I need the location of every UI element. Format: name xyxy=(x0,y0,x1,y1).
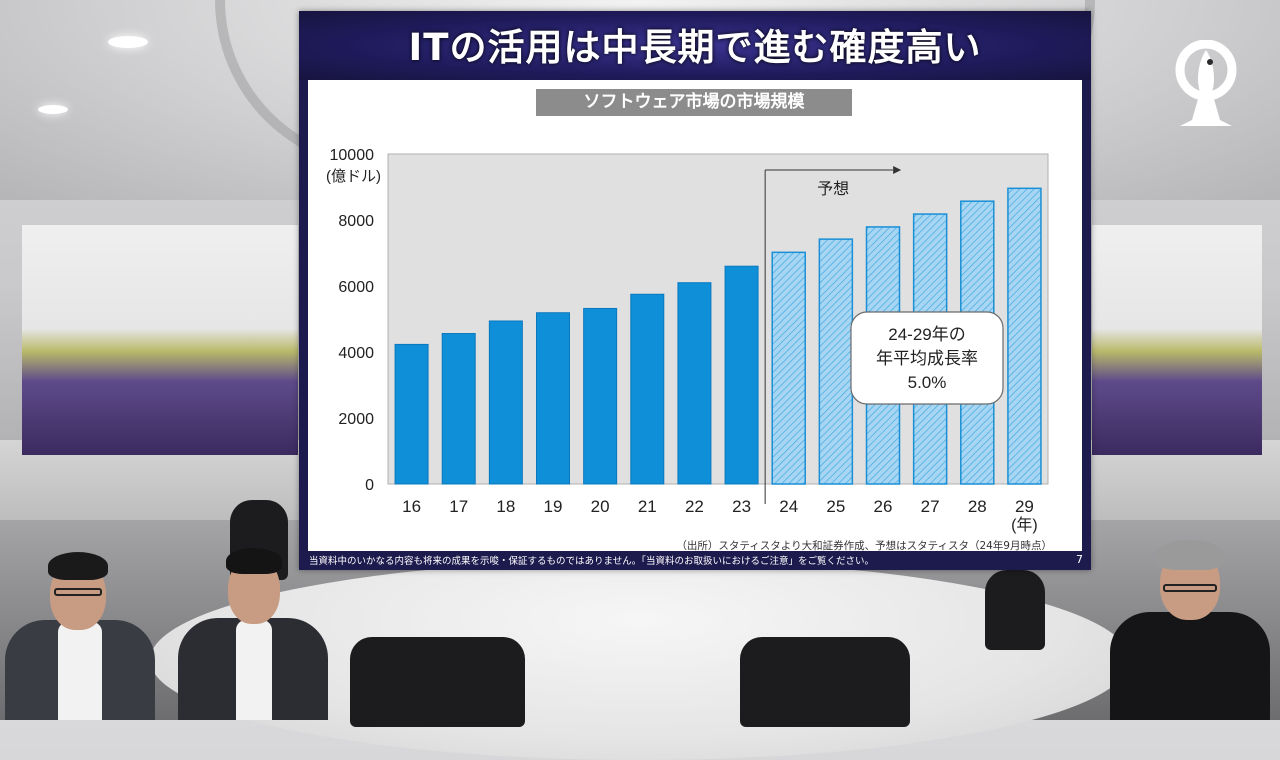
actual-bar xyxy=(724,265,759,485)
forecast-arrow-head xyxy=(893,166,902,174)
actual-bar xyxy=(583,307,618,485)
x-tick-label: 17 xyxy=(449,497,468,516)
x-tick-label: 20 xyxy=(591,497,610,516)
forecast-bar xyxy=(818,238,854,485)
right-wall-art xyxy=(1092,225,1262,455)
y-tick-label: 2000 xyxy=(338,411,374,428)
x-tick-label: 19 xyxy=(544,497,563,516)
y-tick-label: 4000 xyxy=(338,345,374,362)
annotation-line-2: 年平均成長率 xyxy=(876,349,978,368)
x-tick-label: 26 xyxy=(874,497,893,516)
x-tick-label: 18 xyxy=(496,497,515,516)
y-tick-label: 10000 xyxy=(330,147,375,164)
x-tick-label: 21 xyxy=(638,497,657,516)
x-tick-label: 29 xyxy=(1015,497,1034,516)
ceiling-light xyxy=(38,105,68,114)
left-wall-art xyxy=(22,225,298,455)
slide-content: ソフトウェア市場の市場規模 0 2000 4000 6000 8000 10000 16 1… xyxy=(308,80,1082,552)
source-note: （出所）スタティスタより大和証券作成、予想はスタティスタ（24年9月時点） xyxy=(676,540,1052,552)
x-tick-label: 27 xyxy=(921,497,940,516)
forecast-bar xyxy=(771,251,806,485)
chair xyxy=(350,637,525,727)
forecast-label: 予想 xyxy=(817,180,849,198)
slide-title: ITの活用は中長期で進む確度高い xyxy=(408,26,982,69)
chair xyxy=(740,637,910,727)
actual-bar xyxy=(394,343,429,485)
x-tick-label: 25 xyxy=(826,497,845,516)
x-axis-unit-label: (年) xyxy=(1011,516,1038,534)
forecast-bar xyxy=(1007,187,1042,485)
actual-bar xyxy=(677,282,712,485)
x-tick-label: 22 xyxy=(685,497,704,516)
slide-footer: 当資料中のいかなる内容も将来の成果を示唆・保証するものではありません。「当資料の… xyxy=(299,551,1091,570)
bar-chart: 0 2000 4000 6000 8000 10000 16 17 18 19 20 21 22 23 2… xyxy=(326,147,1049,534)
disclaimer-text: 当資料中のいかなる内容も将来の成果を示唆・保証するものではありません。「当資料の… xyxy=(309,556,874,567)
chair xyxy=(985,570,1045,650)
y-tick-label: 0 xyxy=(365,477,374,494)
cagr-annotation: 24-29年の 年平均成長率 5.0% xyxy=(850,311,1004,405)
x-tick-label: 24 xyxy=(779,497,798,516)
actual-bar xyxy=(441,333,476,485)
presentation-slide: ITの活用は中長期で進む確度高い ソフトウェア市場の市場規模 0 2000 4000… xyxy=(299,11,1091,570)
y-axis-unit-label: (億ドル) xyxy=(326,168,381,185)
page-number: 7 xyxy=(1076,553,1083,566)
y-tick-label: 6000 xyxy=(338,279,374,296)
actual-bar xyxy=(630,293,665,485)
annotation-line-1: 24-29年の xyxy=(888,325,965,344)
chart-title: ソフトウェア市場の市場規模 xyxy=(536,89,852,116)
ceiling-light xyxy=(108,36,148,48)
actual-bar xyxy=(536,312,570,485)
x-tick-label: 28 xyxy=(968,497,987,516)
slide-title-bar: ITの活用は中長期で進む確度高い xyxy=(299,11,1091,80)
y-tick-label: 8000 xyxy=(338,213,374,230)
annotation-line-3: 5.0% xyxy=(908,373,947,392)
x-tick-label: 16 xyxy=(402,497,421,516)
channel-logo-icon xyxy=(1175,40,1237,126)
x-tick-label: 23 xyxy=(732,497,751,516)
actual-bar xyxy=(488,320,523,485)
